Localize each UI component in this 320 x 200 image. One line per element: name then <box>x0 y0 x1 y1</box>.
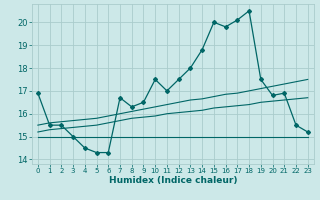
X-axis label: Humidex (Indice chaleur): Humidex (Indice chaleur) <box>108 176 237 185</box>
